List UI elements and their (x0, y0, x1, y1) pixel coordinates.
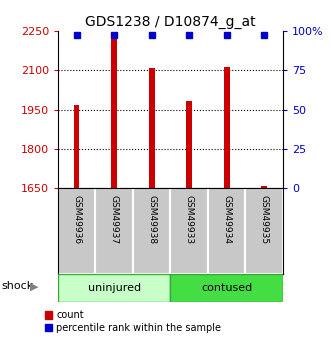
Bar (170, 188, 208, 274)
Bar (186, 101, 192, 188)
Bar (111, 32, 117, 188)
Text: ▶: ▶ (30, 282, 39, 291)
Bar (149, 68, 155, 188)
Text: GSM49933: GSM49933 (185, 195, 194, 244)
Text: GSM49935: GSM49935 (260, 195, 269, 244)
Bar (58, 188, 95, 274)
Bar (246, 188, 283, 274)
Text: GSM49938: GSM49938 (147, 195, 156, 244)
Bar (224, 67, 230, 188)
Bar (261, 186, 267, 188)
Bar (58, 274, 170, 302)
Bar (95, 188, 133, 274)
Bar (74, 105, 79, 188)
Bar (208, 188, 246, 274)
Bar (133, 188, 170, 274)
Text: uninjured: uninjured (88, 283, 141, 293)
Text: GSM49934: GSM49934 (222, 195, 231, 244)
Legend: count, percentile rank within the sample: count, percentile rank within the sample (45, 310, 221, 333)
Text: GSM49936: GSM49936 (72, 195, 81, 244)
Text: contused: contused (201, 283, 252, 293)
Text: shock: shock (2, 282, 34, 291)
Text: GSM49937: GSM49937 (110, 195, 119, 244)
Bar (170, 274, 283, 302)
Title: GDS1238 / D10874_g_at: GDS1238 / D10874_g_at (85, 14, 256, 29)
